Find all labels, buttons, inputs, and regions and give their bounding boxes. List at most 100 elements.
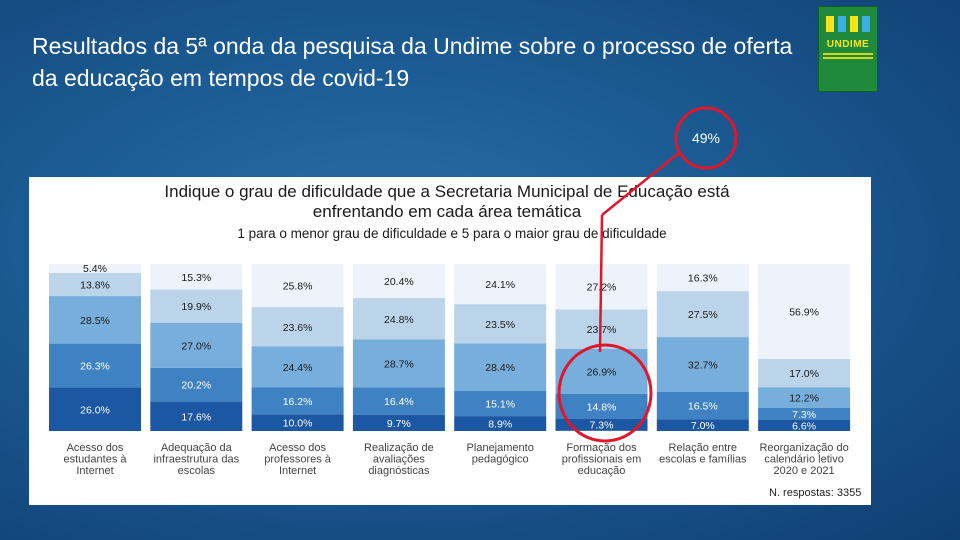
data-label: 27.0% (181, 340, 211, 352)
data-label: 23.5% (485, 319, 515, 331)
stacked-bar-chart: Indique o grau de dificuldade que a Secr… (49, 182, 851, 477)
bar-segment (656, 264, 749, 292)
data-label: 26.0% (80, 404, 110, 416)
category-label: Formação dos (566, 442, 637, 454)
callout-49-label: 49% (691, 130, 721, 146)
bar-segment (251, 264, 344, 308)
data-label: 6.6% (792, 420, 816, 432)
data-label: 7.3% (792, 409, 816, 421)
bar-segment (352, 414, 445, 431)
data-label: 16.3% (688, 273, 718, 285)
data-label: 28.5% (80, 315, 110, 327)
data-label: 17.6% (181, 411, 211, 423)
category-label: profissionais em (562, 454, 641, 466)
data-label: 27.2% (587, 282, 617, 294)
data-label: 24.1% (485, 279, 515, 291)
data-label: 5.4% (83, 263, 107, 275)
category-label: Adequação da (161, 442, 233, 454)
category-label: avaliações (373, 454, 425, 466)
category-label: infraestrutura das (153, 454, 239, 466)
category-label: 2020 e 2021 (774, 465, 835, 477)
logo-text: UNDIME (826, 39, 870, 50)
data-label: 24.4% (283, 362, 313, 374)
category-label: educação (578, 465, 626, 477)
data-label: 14.8% (587, 401, 617, 413)
data-label: 32.7% (688, 359, 718, 371)
data-label: 17.0% (789, 368, 819, 380)
data-label: 20.2% (181, 380, 211, 392)
responses-note: N. respostas: 3355 (769, 487, 862, 499)
undime-logo: UNDIME (818, 6, 878, 92)
data-label: 19.9% (181, 301, 211, 313)
data-label: 16.2% (283, 396, 313, 408)
slide-title: Resultados da 5ª onda da pesquisa da Und… (32, 33, 793, 91)
data-label: 10.0% (283, 418, 313, 430)
bar-segment (150, 289, 243, 323)
data-label: 23.7% (587, 324, 617, 336)
category-label: Internet (76, 465, 113, 477)
bar-segment (758, 264, 851, 360)
data-label: 25.8% (283, 281, 313, 293)
category-label: Acesso dos (269, 442, 326, 454)
bar-segment (656, 419, 749, 431)
category-label: escolas e famílias (659, 454, 747, 466)
data-label: 28.4% (485, 362, 515, 374)
bar-segment (352, 339, 445, 388)
category-label: Realização de (364, 442, 434, 454)
bar-segment (454, 343, 547, 391)
bar-segment (49, 264, 141, 274)
data-label: 23.6% (283, 322, 313, 334)
category-label: pedagógico (472, 454, 529, 466)
category-label: professores à (264, 454, 332, 466)
category-label: Acesso dos (67, 442, 124, 454)
data-label: 8.9% (488, 419, 512, 431)
bar-segment (758, 387, 851, 408)
bar-segment (49, 343, 141, 388)
logo-mark-icon (826, 16, 870, 32)
bar-segment (352, 298, 445, 340)
bar-segment (251, 387, 344, 415)
data-label: 24.8% (384, 314, 414, 326)
bar-segment (454, 264, 547, 305)
data-label: 13.8% (80, 280, 110, 292)
data-label: 28.7% (384, 358, 414, 370)
bar-segment (150, 401, 243, 431)
data-label: 16.4% (384, 396, 414, 408)
chart-title-line-1: Indique o grau de dificuldade que a Secr… (164, 182, 730, 201)
category-label: Internet (279, 465, 316, 477)
chart-panel: Indique o grau de dificuldade que a Secr… (29, 177, 871, 505)
data-label: 20.4% (384, 276, 414, 288)
data-label: 7.3% (590, 420, 614, 432)
bar-segment (758, 359, 851, 388)
bar-segment (150, 264, 243, 290)
bar-segment (150, 367, 243, 402)
bar-segment (150, 322, 243, 368)
bar-segment (758, 419, 851, 431)
bar-segment (454, 304, 547, 344)
data-label: 15.3% (181, 272, 211, 284)
data-label: 26.3% (80, 361, 110, 373)
bar-segment (251, 414, 344, 431)
category-label: estudantes à (64, 454, 128, 466)
bar-segment (251, 346, 344, 388)
bar-segment (49, 387, 141, 431)
bar-segment (352, 264, 445, 299)
data-label: 26.9% (587, 366, 617, 378)
category-label: diagnósticas (368, 465, 430, 477)
data-label: 9.7% (387, 418, 411, 430)
logo-subtitle-lines (823, 53, 873, 63)
bar-segment (251, 307, 344, 347)
category-label: Relação entre (669, 442, 738, 454)
bar-segment (352, 387, 445, 415)
bar-segment (758, 407, 851, 420)
category-label: Reorganização do (759, 442, 848, 454)
bar-segment (454, 390, 547, 417)
chart-title-line-2: enfrentando em cada área temática (313, 202, 582, 221)
data-label: 27.5% (688, 309, 718, 321)
data-label: 15.1% (485, 399, 515, 411)
data-label: 56.9% (789, 307, 819, 319)
data-label: 16.5% (688, 401, 718, 413)
bar-segment (49, 273, 141, 297)
category-label: calendário letivo (764, 454, 844, 466)
bar-segment (656, 291, 749, 338)
